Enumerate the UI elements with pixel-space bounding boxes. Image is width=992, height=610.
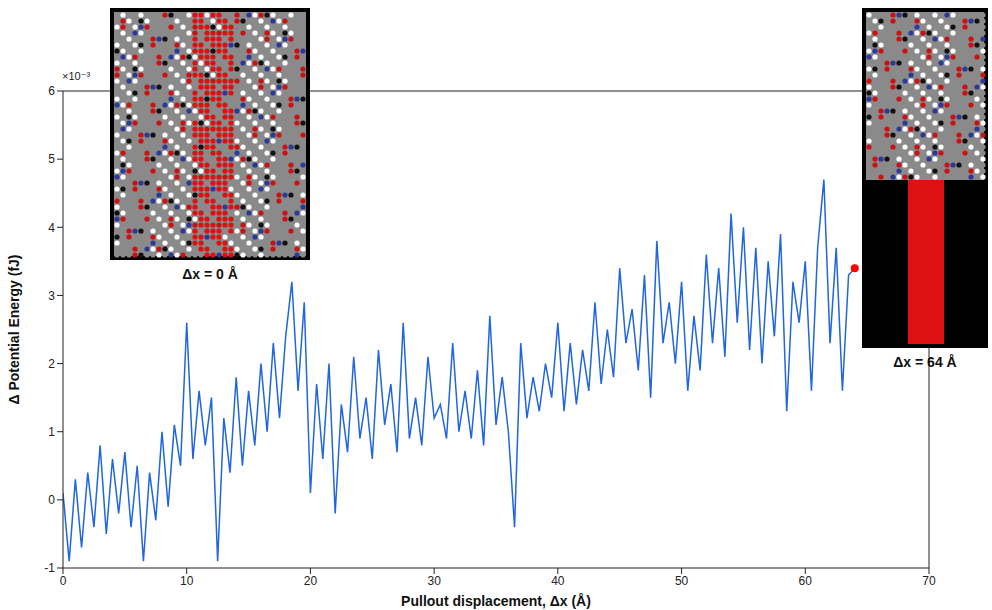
svg-text:5: 5 [48,152,55,166]
svg-text:Δ Potential Energy (fJ): Δ Potential Energy (fJ) [6,254,22,404]
svg-text:60: 60 [799,574,813,588]
svg-text:50: 50 [675,574,689,588]
html-text:Δx = 0 Å: Δx = 0 Å [182,266,238,282]
svg-text:10: 10 [180,574,194,588]
svg-text:0: 0 [60,574,67,588]
html-text:×10⁻³: ×10⁻³ [62,70,91,82]
svg-text:Pullout displacement, Δx (Å): Pullout displacement, Δx (Å) [401,593,591,609]
svg-text:40: 40 [551,574,565,588]
svg-text:1: 1 [48,425,55,439]
svg-text:20: 20 [304,574,318,588]
svg-text:4: 4 [48,221,55,235]
svg-text:2: 2 [48,357,55,371]
html-text:Δx = 64 Å: Δx = 64 Å [893,354,957,370]
svg-text:-1: -1 [44,561,55,575]
svg-text:0: 0 [48,493,55,507]
svg-text:30: 30 [427,574,441,588]
svg-text:70: 70 [922,574,936,588]
svg-text:3: 3 [48,289,55,303]
svg-text:6: 6 [48,84,55,98]
